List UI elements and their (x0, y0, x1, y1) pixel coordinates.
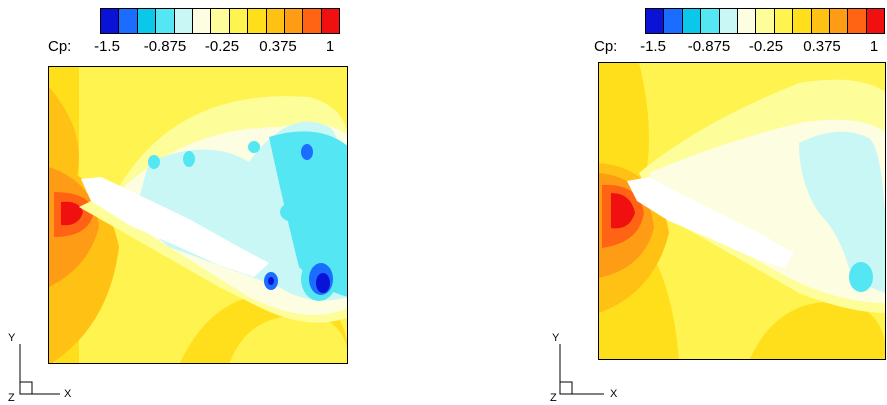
colorbar-level-swatch (646, 9, 665, 33)
colorbar-level-swatch (848, 9, 867, 33)
colorbar-tick: -0.875 (143, 38, 187, 55)
axis-triad: Y X Z (550, 330, 620, 404)
axis-triad: Y X Z (8, 330, 78, 404)
colorbar-tick: -1.5 (94, 38, 120, 55)
colorbar-tick: 1 (325, 38, 335, 55)
axis-label-y: Y (8, 332, 16, 344)
colorbar-level-swatch (229, 9, 249, 33)
colorbar-level-swatch (321, 9, 340, 33)
colorbar-level-swatch (701, 9, 720, 33)
colorbar-title: Cp: (594, 38, 618, 55)
colorbar-tick: 0.375 (259, 38, 297, 55)
axis-triad-lines (559, 344, 604, 395)
axis-label-x: X (64, 388, 72, 400)
colorbar-level-swatch (137, 9, 157, 33)
contour-field (49, 67, 347, 363)
colorbar-level-swatch (793, 9, 812, 33)
contour-panel-right: Cp: -1.5 -0.875 -0.25 0.375 1 Y X Z (550, 0, 887, 404)
colorbar (100, 8, 340, 34)
contour-field (599, 63, 885, 359)
colorbar-level-swatch (119, 9, 138, 33)
colorbar-level-swatch (682, 9, 702, 33)
colorbar-level-swatch (156, 9, 175, 33)
colorbar-level-swatch (829, 9, 849, 33)
axis-label-y: Y (552, 332, 560, 344)
axis-label-z: Z (550, 392, 557, 404)
contour-panel-left: Cp: -1.5 -0.875 -0.25 0.375 1 (0, 0, 420, 404)
colorbar-level-swatch (174, 9, 193, 33)
colorbar-tick: -0.875 (687, 38, 731, 55)
colorbar-level-swatch (284, 9, 304, 33)
colorbar-tick: -1.5 (640, 38, 666, 55)
colorbar-tick: -0.25 (748, 38, 784, 55)
colorbar-level-swatch (719, 9, 738, 33)
axis-triad-lines (19, 344, 60, 395)
colorbar-level-swatch (756, 9, 775, 33)
colorbar-level-swatch (866, 9, 885, 33)
colorbar-level-swatch (248, 9, 267, 33)
colorbar-tick: 0.375 (803, 38, 841, 55)
colorbar-level-swatch (101, 9, 120, 33)
cp-contour-plot (598, 62, 886, 360)
colorbar-title: Cp: (48, 38, 72, 55)
cp-contour-plot (48, 66, 348, 364)
colorbar (645, 8, 885, 34)
colorbar-tick: 1 (869, 38, 879, 55)
colorbar-level-swatch (774, 9, 794, 33)
colorbar-level-swatch (192, 9, 212, 33)
colorbar-level-swatch (266, 9, 285, 33)
axis-label-x: X (610, 388, 618, 400)
colorbar-tick: -0.25 (204, 38, 240, 55)
colorbar-level-swatch (811, 9, 830, 33)
colorbar-level-swatch (211, 9, 230, 33)
colorbar-level-swatch (303, 9, 322, 33)
colorbar-level-swatch (664, 9, 683, 33)
colorbar-level-swatch (737, 9, 757, 33)
axis-label-z: Z (8, 392, 15, 404)
